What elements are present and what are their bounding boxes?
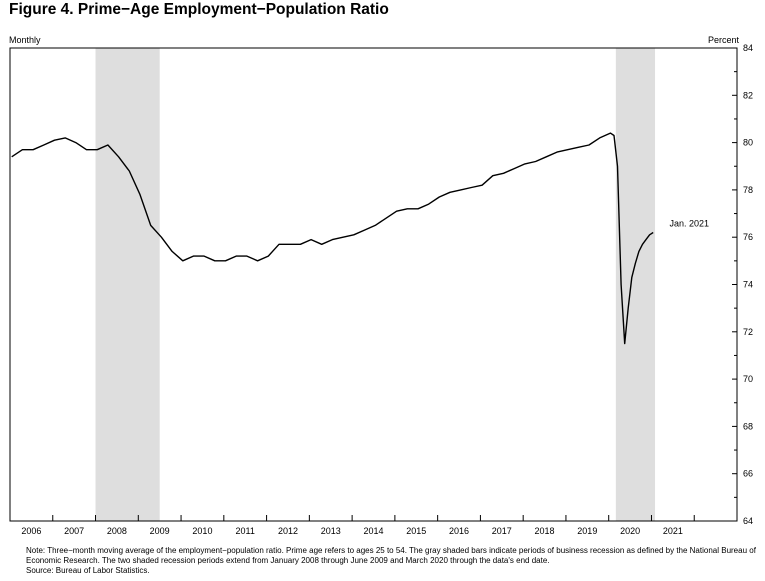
- x-axis: 2006 2007 2008 2009 2010 2011 2012 2013 2014 2015…: [21, 515, 695, 536]
- y-tick-label: 68: [743, 421, 753, 431]
- x-tick-label: 2020: [620, 526, 640, 536]
- y-tick-label: 84: [743, 43, 753, 53]
- y-tick-label: 76: [743, 232, 753, 242]
- y-tick-label: 66: [743, 469, 753, 479]
- x-tick-label: 2012: [278, 526, 298, 536]
- x-tick-label: 2015: [406, 526, 426, 536]
- y-tick-label: 82: [743, 90, 753, 100]
- y-axis: 64 66 68 70 72 74 76 78 80 82 84: [732, 43, 753, 526]
- annotations: Jan. 2021: [669, 218, 709, 228]
- x-tick-label: 2011: [236, 526, 255, 536]
- recession-band: [615, 48, 656, 521]
- series-line: [11, 132, 654, 345]
- frequency-label: Monthly: [9, 35, 41, 45]
- x-tick-label: 2017: [492, 526, 512, 536]
- x-tick-label: 2010: [192, 526, 212, 536]
- chart-title: Figure 4. Prime−Age Employment−Populatio…: [9, 1, 389, 18]
- x-tick-label: 2021: [663, 526, 683, 536]
- chart-note: Note: Three−month moving average of the …: [26, 546, 756, 565]
- y-tick-label: 80: [743, 138, 753, 148]
- unit-label: Percent: [708, 35, 740, 45]
- y-tick-label: 78: [743, 185, 753, 195]
- x-tick-label: 2019: [577, 526, 597, 536]
- x-tick-label: 2007: [64, 526, 84, 536]
- y-tick-label: 64: [743, 516, 753, 526]
- recession-bands: [95, 48, 656, 521]
- x-tick-label: 2009: [150, 526, 170, 536]
- x-tick-label: 2016: [449, 526, 469, 536]
- annotation-label: Jan. 2021: [669, 218, 709, 228]
- x-tick-label: 2014: [363, 526, 383, 536]
- recession-band: [95, 48, 160, 521]
- x-tick-label: 2018: [535, 526, 555, 536]
- chart-source: Source: Bureau of Labor Statistics.: [26, 566, 150, 575]
- x-tick-label: 2013: [321, 526, 341, 536]
- plot-lines: [11, 132, 654, 345]
- y-tick-label: 70: [743, 374, 753, 384]
- x-tick-label: 2008: [107, 526, 127, 536]
- y-tick-label: 74: [743, 280, 753, 290]
- y-tick-label: 72: [743, 327, 753, 337]
- x-tick-label: 2006: [21, 526, 41, 536]
